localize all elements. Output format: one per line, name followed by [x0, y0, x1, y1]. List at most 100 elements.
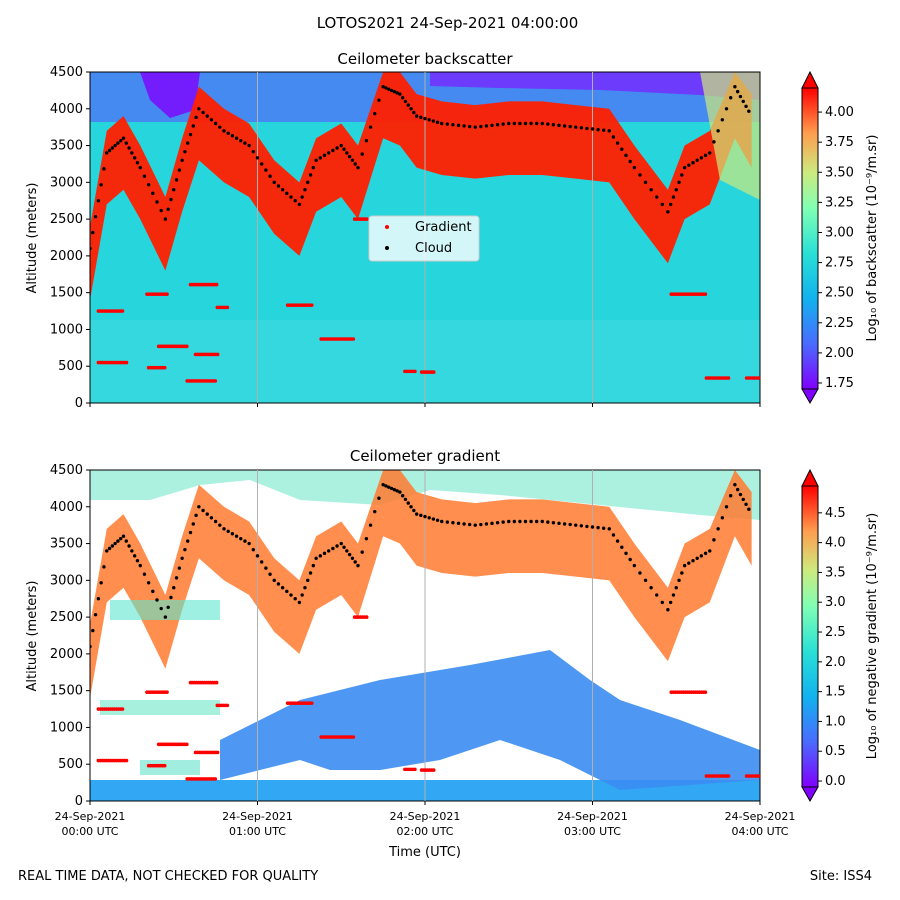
cloud-point: [440, 121, 444, 126]
cloud-point: [119, 536, 123, 541]
cloud-point: [116, 141, 120, 145]
cloud-point: [389, 88, 394, 93]
cloud-point: [392, 89, 396, 94]
cloud-point: [473, 125, 477, 129]
cloud-point: [205, 512, 209, 516]
cloud-point: [479, 522, 483, 527]
cloud-point: [473, 523, 477, 527]
cloud-point: [259, 162, 264, 166]
cloud-point: [183, 149, 187, 154]
cloud-point: [674, 187, 678, 192]
cloud-point: [247, 143, 251, 148]
cloud-point: [728, 494, 733, 498]
y-tick-label: 0: [75, 396, 83, 411]
cloud-point: [194, 513, 198, 518]
cloud-point: [186, 141, 190, 145]
cloud-point: [119, 138, 123, 143]
cloud-point: [655, 195, 659, 199]
cloud-point: [419, 513, 423, 518]
cloud-point: [300, 593, 304, 597]
cloud-point: [655, 593, 659, 597]
colorbar-tick-label: 0.0: [825, 774, 846, 789]
cloud-point: [735, 89, 740, 94]
cloud-point: [234, 136, 239, 140]
cloud-point: [191, 522, 195, 526]
cloud-point: [585, 524, 589, 529]
cloud-point: [368, 125, 373, 129]
cloud-point: [423, 514, 427, 519]
cloud-point: [306, 180, 310, 185]
cloud-point: [703, 153, 708, 158]
cloud-point: [682, 563, 687, 568]
cloud-point: [406, 103, 410, 107]
cloud-point: [124, 141, 128, 145]
colorbar-tick-label: 3.00: [825, 225, 854, 240]
cloud-point: [691, 559, 695, 563]
cloud-point: [239, 536, 243, 541]
cloud-point: [350, 556, 355, 560]
cloud-point: [738, 492, 743, 497]
gradient-point: [120, 309, 125, 313]
cloud-point: [347, 154, 352, 159]
cloud-point: [695, 556, 699, 560]
cloud-point: [268, 572, 272, 576]
cloud-point: [308, 571, 313, 575]
backscatter-y-ticks: 0 500 1000 1500 2000 2500 3000 3500 4000 4500: [50, 65, 90, 411]
cloud-point: [682, 165, 687, 170]
gradient-point: [225, 305, 230, 310]
cloud-point: [687, 561, 691, 565]
cloud-point: [523, 121, 528, 126]
gradient-point: [364, 217, 369, 221]
cloud-point: [293, 199, 297, 203]
cloud-point: [132, 156, 137, 160]
cloud-point: [368, 523, 373, 527]
cloud-point: [699, 156, 704, 160]
y-tick-label: 1500: [50, 684, 83, 699]
cloud-point: [620, 545, 624, 549]
cloud-point: [716, 129, 720, 133]
cloud-point: [197, 107, 201, 111]
cloud-point: [534, 121, 539, 126]
cloud-point: [708, 151, 712, 155]
x-tick-time: 02:00 UTC: [396, 825, 453, 838]
gradient-point: [214, 680, 219, 685]
cloud-point: [180, 158, 184, 162]
cloud-point: [276, 582, 281, 586]
cloud-point: [226, 131, 230, 135]
cloud-point: [151, 191, 155, 196]
cloud-point: [172, 585, 176, 590]
backscatter-points: [90, 85, 760, 383]
y-tick-label: 2500: [50, 610, 83, 625]
cloud-point: [671, 593, 676, 597]
gradient-point: [756, 774, 760, 778]
cloud-point: [557, 123, 561, 128]
legend: Gradient Cloud: [368, 215, 480, 262]
cloud-point: [155, 598, 159, 602]
cloud-point: [113, 541, 117, 546]
cloud-point: [747, 507, 751, 511]
cloud-point: [113, 143, 117, 148]
cloud-point: [395, 489, 399, 493]
cloud-point: [93, 214, 98, 219]
cloud-point: [322, 153, 327, 158]
cloud-point: [243, 141, 247, 145]
colorbar-tick-label: 2.5: [825, 625, 846, 640]
backscatter-ylabel: Altitude (meters): [25, 183, 40, 294]
cloud-point: [201, 508, 205, 513]
cloud-point: [247, 541, 251, 546]
gradient-point: [726, 376, 731, 380]
cloud-point: [138, 165, 142, 170]
cloud-point: [142, 572, 147, 576]
cloud-point: [624, 153, 628, 158]
cloud-point: [557, 521, 561, 526]
cloud-point: [409, 505, 413, 509]
legend-cloud-label: Cloud: [415, 241, 452, 256]
cloud-point: [384, 484, 388, 488]
gradient-point: [165, 292, 169, 296]
cloud-point: [335, 544, 339, 548]
backscatter-panel: Ceilometer backscatter 0 500 1000 1500 2000 2…: [25, 50, 880, 411]
cloud-point: [632, 563, 637, 568]
cloud-point: [102, 565, 106, 569]
gradient-title: Ceilometer gradient: [350, 447, 500, 465]
cloud-point: [213, 121, 218, 126]
